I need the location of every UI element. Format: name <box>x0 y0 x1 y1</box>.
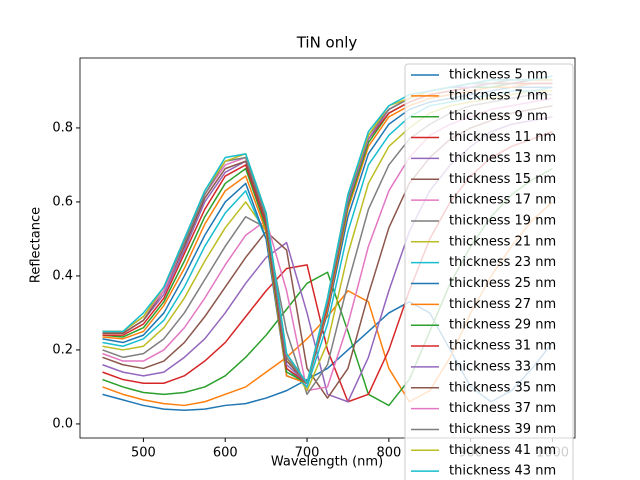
legend-label: thickness 5 nm <box>449 68 548 83</box>
y-tick-label: 0.0 <box>52 416 73 431</box>
legend-label: thickness 9 nm <box>449 109 548 124</box>
legend-label: thickness 37 nm <box>449 401 556 416</box>
legend-label: thickness 25 nm <box>449 276 556 291</box>
legend-label: thickness 13 nm <box>449 151 556 166</box>
legend-label: thickness 19 nm <box>449 213 556 228</box>
legend-label: thickness 23 nm <box>449 255 556 270</box>
axes-frame <box>79 57 576 439</box>
legend-label: thickness 41 nm <box>449 443 556 458</box>
legend-label: thickness 21 nm <box>449 234 556 249</box>
legend-label: thickness 39 nm <box>449 422 556 437</box>
y-axis-label: Reflectance <box>29 207 44 283</box>
x-tick-label: 800 <box>376 446 401 461</box>
x-tick-label: 600 <box>213 446 238 461</box>
y-tick-label: 0.6 <box>52 194 73 209</box>
legend-label: thickness 35 nm <box>449 380 556 395</box>
legend-label: thickness 17 nm <box>449 193 556 208</box>
legend-label: thickness 29 nm <box>449 318 556 333</box>
legend-box <box>404 63 574 480</box>
y-tick-label: 0.2 <box>52 342 73 357</box>
x-tick-label: 500 <box>131 446 156 461</box>
legend-label: thickness 31 nm <box>449 339 556 354</box>
legend-label: thickness 7 nm <box>449 88 548 103</box>
legend-label: thickness 33 nm <box>449 359 556 374</box>
legend-label: thickness 27 nm <box>449 297 556 312</box>
y-tick-label: 0.8 <box>52 120 73 135</box>
legend-label: thickness 43 nm <box>449 464 556 479</box>
y-tick-label: 0.4 <box>52 268 73 283</box>
chart-title: TiN only <box>296 34 358 52</box>
legend: thickness 5 nm thickness 7 nm thickness 9 … <box>404 63 574 480</box>
legend-label: thickness 11 nm <box>449 130 556 145</box>
x-tick-label: 700 <box>295 446 320 461</box>
x-axis-label: Wavelength (nm) <box>271 455 383 470</box>
legend-label: thickness 15 nm <box>449 172 556 187</box>
